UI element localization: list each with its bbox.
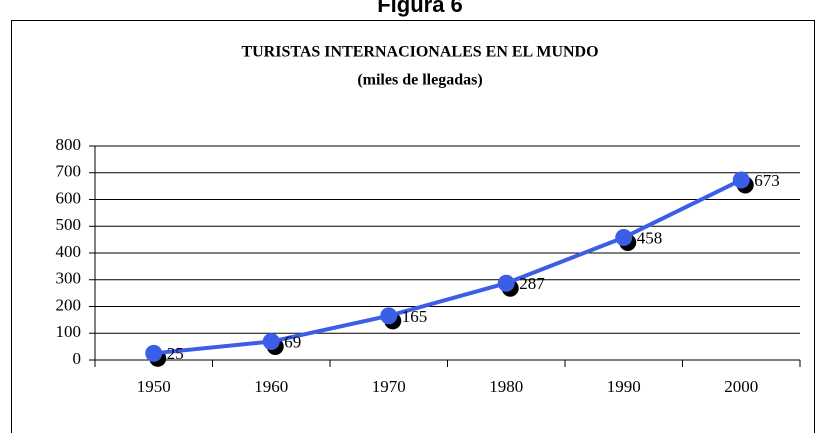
- marker: [145, 344, 163, 362]
- data-label: 458: [637, 228, 663, 247]
- data-label: 165: [402, 307, 428, 326]
- data-label: 287: [519, 274, 545, 293]
- y-tick-label: 200: [56, 295, 82, 314]
- x-tick-label: 1950: [137, 377, 171, 396]
- y-tick-label: 500: [56, 215, 82, 234]
- chart-title: TURISTAS INTERNACIONALES EN EL MUNDO: [241, 44, 598, 61]
- y-tick-label: 100: [56, 322, 82, 341]
- x-tick-label: 2000: [724, 377, 758, 396]
- data-label: 673: [754, 171, 780, 190]
- data-label: 25: [167, 344, 184, 363]
- marker: [262, 333, 280, 351]
- x-tick-label: 1960: [254, 377, 288, 396]
- y-tick-label: 300: [56, 269, 82, 288]
- x-tick-label: 1980: [489, 377, 523, 396]
- y-tick-label: 700: [56, 162, 82, 181]
- y-tick-label: 0: [73, 349, 82, 368]
- y-tick-label: 600: [56, 188, 82, 207]
- marker: [615, 228, 633, 246]
- chart-frame: [11, 20, 815, 433]
- series-line: [153, 178, 743, 356]
- data-label: 69: [284, 332, 301, 351]
- chart-subtitle: (miles de llegadas): [357, 72, 482, 89]
- x-tick-label: 1970: [372, 377, 406, 396]
- figure-title: Figura 6: [377, 0, 463, 17]
- x-tick-label: 1990: [607, 377, 641, 396]
- marker: [732, 171, 750, 189]
- y-tick-label: 400: [56, 242, 82, 261]
- marker: [497, 274, 515, 292]
- marker: [380, 307, 398, 325]
- y-tick-label: 800: [56, 135, 82, 154]
